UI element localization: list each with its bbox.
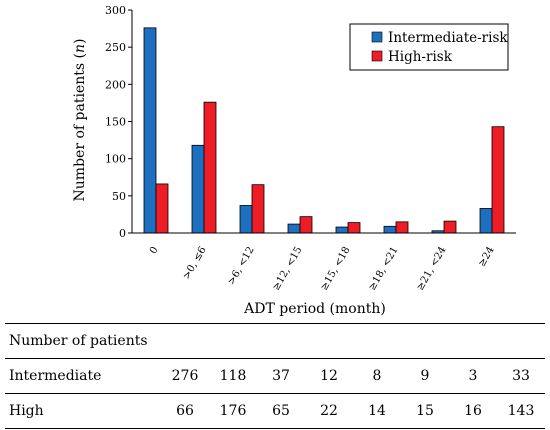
table-header-row: Number of patients	[5, 323, 545, 359]
bar-intermediate	[239, 205, 253, 234]
y-axis-title: Number of patients (n)	[72, 39, 88, 202]
x-tick-label: 0	[148, 245, 161, 256]
bar-intermediate	[287, 223, 301, 234]
row-label: High	[5, 393, 161, 429]
y-tick-label: 150	[105, 116, 126, 129]
x-tick-label: ≥21, <24	[415, 245, 449, 293]
bar-intermediate	[335, 226, 349, 234]
legend-swatch	[371, 50, 383, 62]
x-axis-title: ADT period (month)	[244, 301, 386, 317]
bar-high	[155, 183, 169, 234]
table-cell: 12	[305, 358, 353, 394]
table-cell: 22	[305, 393, 353, 429]
legend-label: High-risk	[388, 49, 453, 65]
bar-intermediate	[191, 144, 205, 234]
bar-chart: 0 50 100 150 200 250 300 0 >0, ≤6 >6, <12 ≥12, <1…	[72, 4, 516, 293]
bar-intermediate	[479, 208, 493, 234]
y-tick-label: 100	[105, 153, 126, 166]
bar-intermediate	[143, 27, 157, 234]
table-cell: 143	[497, 393, 545, 429]
table-cell: 16	[449, 393, 497, 429]
table-cell: 276	[161, 358, 209, 394]
legend: Intermediate-risk High-risk	[349, 23, 509, 71]
bars	[143, 27, 505, 234]
y-axis-title-main: Number of patients	[72, 63, 88, 202]
y-axis-title-paren-open: (	[72, 53, 88, 63]
table-header: Number of patients	[5, 323, 545, 359]
table-cell: 15	[401, 393, 449, 429]
x-tick-label: ≥18, <21	[367, 245, 401, 293]
patient-count-table: Number of patients Intermediate 276 118 …	[5, 323, 545, 429]
y-axis-title-paren-close: )	[72, 39, 88, 44]
y-axis: 0 50 100 150 200 250 300	[105, 4, 133, 240]
y-tick-label: 300	[105, 4, 126, 17]
table-cell: 66	[161, 393, 209, 429]
y-tick-label: 200	[105, 78, 126, 91]
table-cell: 9	[401, 358, 449, 394]
legend-box	[349, 23, 509, 71]
x-axis: 0 >0, ≤6 >6, <12 ≥12, <15 ≥15, <18 ≥18, <21 ≥2…	[132, 232, 516, 293]
row-label: Intermediate	[5, 358, 161, 394]
y-axis-title-italic: n	[72, 44, 88, 53]
bar-high	[299, 216, 313, 234]
legend-label: Intermediate-risk	[388, 30, 508, 46]
y-tick-label: 250	[105, 41, 126, 54]
bar-high	[203, 101, 217, 234]
bar-high	[347, 222, 361, 234]
table-cell: 8	[353, 358, 401, 394]
table-cell: 118	[209, 358, 257, 394]
bar-high	[443, 220, 457, 234]
table-cell: 14	[353, 393, 401, 429]
bar-high	[395, 221, 409, 234]
table-row-intermediate: Intermediate 276 118 37 12 8 9 3 33	[5, 358, 545, 394]
y-tick-label: 50	[112, 190, 126, 203]
x-tick-label: ≥12, <15	[271, 245, 305, 293]
table-row-high: High 66 176 65 22 14 15 16 143	[5, 393, 545, 429]
table-cell: 65	[257, 393, 305, 429]
legend-swatch	[371, 31, 383, 43]
x-tick-label: ≥15, <18	[319, 245, 353, 293]
table-cell: 3	[449, 358, 497, 394]
table-cell: 33	[497, 358, 545, 394]
x-tick-label: >0, ≤6	[181, 245, 208, 282]
bar-high	[491, 126, 505, 234]
bar-intermediate	[383, 225, 397, 234]
table-cell: 176	[209, 393, 257, 429]
y-tick-label: 0	[119, 227, 126, 240]
x-tick-label: ≥24	[477, 245, 497, 269]
x-tick-label: >6, <12	[226, 245, 257, 287]
bar-high	[251, 184, 265, 234]
table-cell: 37	[257, 358, 305, 394]
